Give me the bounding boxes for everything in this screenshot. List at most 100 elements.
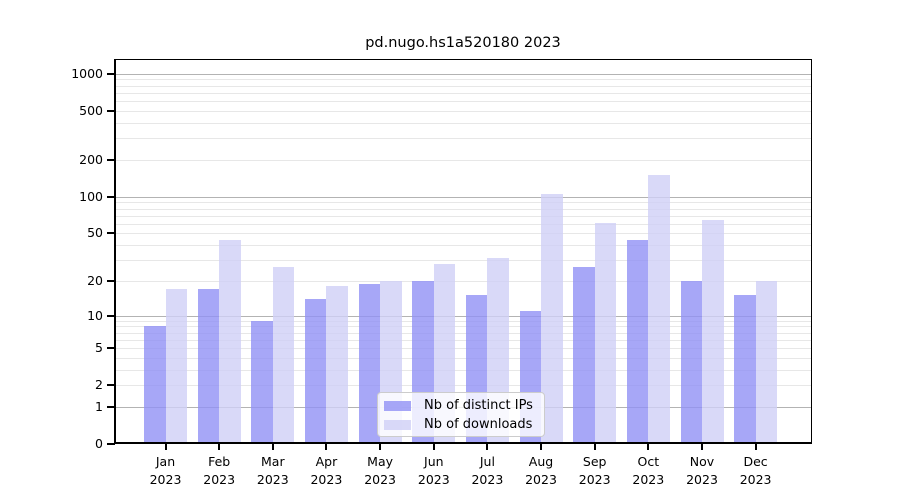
x-tick-mark-nov: [701, 444, 703, 450]
gridline-2: [114, 385, 812, 387]
gridline-700: [114, 92, 812, 94]
bar-distinct-ips-sep: [573, 267, 595, 444]
gridline-20: [114, 280, 812, 282]
y-tick-label-5: 5: [95, 340, 103, 355]
x-tick-label-may: May 2023: [348, 453, 412, 488]
x-tick-year: 2023: [310, 471, 343, 487]
x-tick-year: 2023: [578, 471, 611, 487]
x-tick-year: 2023: [632, 471, 665, 487]
y-tick-mark-10: [107, 314, 115, 317]
x-tick-month: Dec: [743, 454, 768, 469]
bar-downloads-dec: [755, 280, 778, 444]
bar-distinct-ips-jan: [144, 326, 166, 444]
bar-downloads-sep: [594, 222, 617, 444]
bar-distinct-ips-apr: [304, 298, 327, 444]
y-tick-mark-1000: [107, 72, 115, 75]
gridline-30: [114, 260, 812, 261]
x-tick-year: 2023: [256, 471, 289, 487]
bar-downloads-aug: [541, 194, 563, 444]
gridline-1000: [114, 73, 812, 75]
bar-distinct-ips-may: [358, 283, 381, 444]
x-tick-label-jul: Jul 2023: [455, 453, 519, 488]
legend: Nb of distinct IPs Nb of downloads: [377, 392, 545, 437]
y-tick-label-100: 100: [79, 188, 103, 204]
x-tick-mark-aug: [540, 444, 542, 450]
x-tick-month: Aug: [528, 454, 554, 469]
gridline-3: [114, 369, 812, 371]
bar-downloads-oct: [648, 175, 670, 444]
y-tick-mark-2: [107, 384, 115, 387]
x-tick-label-aug: Aug 2023: [509, 453, 573, 488]
bar-distinct-ips-feb: [197, 289, 220, 444]
x-tick-mark-oct: [647, 444, 650, 450]
gridline-5: [114, 348, 812, 349]
y-tick-label-1000: 1000: [71, 65, 103, 81]
y-tick-mark-100: [107, 195, 115, 198]
gridline-400: [114, 122, 812, 124]
x-tick-mark-sep: [593, 444, 596, 450]
gridline-90: [114, 202, 812, 204]
x-tick-mark-dec: [754, 444, 757, 450]
x-tick-mark-jan: [164, 444, 167, 450]
gridline-200: [114, 159, 812, 161]
gridline-10: [114, 315, 812, 317]
x-tick-mark-feb: [218, 444, 221, 450]
gridline-900: [114, 79, 812, 81]
x-tick-month: Oct: [637, 454, 660, 469]
legend-swatch-downloads: [384, 419, 411, 430]
bar-downloads-mar: [272, 267, 295, 444]
bar-distinct-ips-nov: [680, 280, 702, 444]
gridline-40: [114, 245, 812, 246]
x-tick-year: 2023: [149, 471, 182, 487]
x-tick-label-dec: Dec 2023: [724, 453, 788, 488]
top-spine: [114, 59, 812, 60]
x-tick-month: Feb: [208, 454, 231, 469]
x-axis-spine: [114, 442, 812, 444]
x-tick-mark-jul: [486, 444, 489, 450]
x-tick-label-apr: Apr 2023: [294, 453, 358, 488]
legend-swatch-distinct-ips: [384, 400, 411, 411]
gridline-80: [114, 208, 812, 210]
x-tick-year: 2023: [525, 471, 557, 487]
y-axis-spine: [114, 59, 116, 444]
legend-label-downloads: Nb of downloads: [424, 417, 533, 432]
right-spine: [811, 59, 812, 444]
grid-layer: [114, 59, 812, 444]
y-tick-label-200: 200: [79, 151, 103, 167]
x-tick-year: 2023: [203, 471, 236, 487]
gridline-600: [114, 101, 812, 103]
x-tick-month: Jul: [479, 454, 495, 469]
y-tick-mark-5: [107, 347, 115, 349]
y-tick-label-2: 2: [95, 377, 103, 393]
bar-downloads-apr: [326, 286, 348, 444]
x-tick-month: Sep: [582, 454, 607, 469]
x-tick-month: May: [367, 454, 394, 469]
y-tick-label-1: 1: [95, 398, 103, 414]
gridline-70: [114, 215, 812, 217]
bar-downloads-nov: [702, 220, 724, 444]
legend-item-downloads: Nb of downloads: [378, 415, 544, 434]
chart-title: pd.nugo.hs1a520180 2023: [365, 35, 561, 51]
x-tick-mark-apr: [325, 444, 328, 450]
x-tick-month: Mar: [261, 454, 285, 469]
x-tick-mark-mar: [271, 444, 274, 450]
x-tick-mark-may: [379, 444, 382, 450]
x-tick-label-oct: Oct 2023: [616, 453, 680, 488]
y-tick-label-50: 50: [87, 225, 103, 241]
x-tick-year: 2023: [417, 471, 450, 487]
x-tick-mark-jun: [432, 444, 435, 450]
bars-layer: [114, 59, 812, 444]
x-tick-month: Nov: [689, 454, 715, 469]
x-tick-label-nov: Nov 2023: [670, 453, 734, 488]
x-tick-month: Jan: [155, 454, 176, 469]
x-tick-month: Apr: [315, 454, 338, 469]
gridline-50: [114, 233, 812, 235]
bar-downloads-jan: [165, 289, 187, 444]
y-tick-mark-0: [107, 443, 115, 445]
gridline-60: [114, 223, 812, 225]
x-tick-year: 2023: [686, 471, 718, 487]
bar-downloads-feb: [219, 240, 241, 444]
y-tick-mark-50: [107, 232, 115, 235]
gridline-500: [114, 110, 812, 112]
